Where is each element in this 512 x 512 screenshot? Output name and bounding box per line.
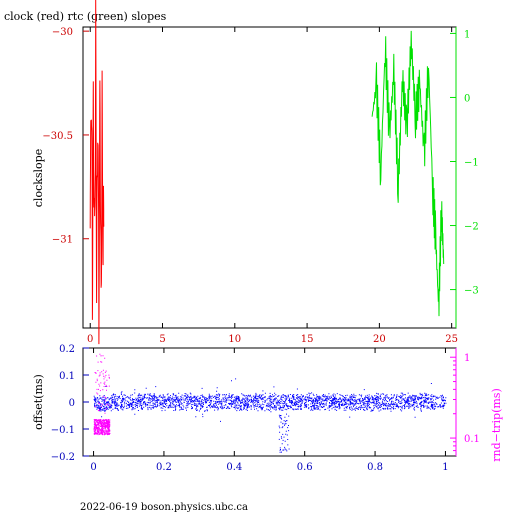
bottom-series-group (93, 353, 447, 453)
bottom-y-left-tick-label: 0.2 (59, 344, 75, 355)
top-x-tick-label: 5 (159, 334, 165, 345)
top-y-right-tick-label: 1 (464, 29, 470, 40)
chart-title: clock (red) rtc (green) slopes (4, 10, 167, 23)
top-x-tick-label: 25 (445, 334, 458, 345)
top-series-group (89, 0, 445, 345)
bottom-y-left-tick-label: 0 (69, 398, 75, 409)
top-x-axis: 0 5 10 15 20 25 (87, 27, 458, 345)
bottom-panel: 0 0.2 0.4 0.6 0.8 1 0.20.10−0.1−0.2 10.1 offs… (32, 344, 503, 473)
bottom-y-right-tick-label: 1 (464, 353, 470, 364)
top-x-tick-label: 0 (87, 334, 93, 345)
top-plot-frame (82, 26, 457, 329)
top-y-right-tick-label: −2 (464, 222, 479, 233)
top-y-right-axis: 1 0 −1 −2 −3 (450, 27, 479, 328)
top-panel: 0 5 10 15 20 25 −30−30.5−31 10−1−2−3 clockslo… (32, 0, 479, 345)
rtc-slope-series (371, 30, 445, 317)
bottom-x-tick-label: 0.8 (367, 462, 383, 473)
top-y-left-tick-label: −30 (52, 27, 73, 38)
bottom-x-tick-label: 1 (442, 462, 448, 473)
top-y-left-tick-label: −30.5 (42, 131, 73, 142)
bottom-x-tick-label: 0.2 (156, 462, 172, 473)
bottom-y-right-tick-label: 0.1 (464, 434, 480, 445)
bottom-y-left-tick-label: −0.2 (51, 452, 75, 463)
footer-text: 2022-06-19 boson.physics.ubc.ca (80, 502, 248, 512)
bottom-y-right-label: rnd−trip(ms) (490, 388, 503, 462)
top-y-right-tick-label: −1 (464, 157, 479, 168)
bottom-plot-frame (82, 347, 457, 457)
bottom-x-axis: 0 0.2 0.4 0.6 0.8 1 (90, 348, 449, 473)
bottom-x-tick-label: 0 (90, 462, 96, 473)
bottom-y-right-axis: 10.1 (450, 348, 480, 456)
top-x-tick-label: 20 (373, 334, 386, 345)
bottom-y-left-tick-label: −0.1 (51, 425, 75, 436)
bottom-y-left-axis: 0.2 0.1 0 −0.1 −0.2 (51, 344, 89, 463)
top-y-label: clockslope (32, 149, 45, 207)
top-y-right-tick-label: 0 (464, 93, 470, 104)
round-trip-scatter (93, 353, 111, 436)
top-y-right-tick-label: −3 (464, 286, 479, 297)
top-y-left-axis: −30 −30.5 −31 (42, 27, 89, 246)
top-x-tick-label: 15 (301, 334, 314, 345)
top-x-tick-label: 10 (228, 334, 241, 345)
bottom-x-tick-label: 0.6 (297, 462, 313, 473)
bottom-y-label: offset(ms) (32, 374, 45, 430)
top-y-left-tick-label: −31 (52, 235, 73, 246)
bottom-y-left-tick-label: 0.1 (59, 371, 75, 382)
clock-slope-series (89, 0, 105, 345)
offset-scatter (93, 378, 447, 453)
bottom-x-tick-label: 0.4 (226, 462, 242, 473)
